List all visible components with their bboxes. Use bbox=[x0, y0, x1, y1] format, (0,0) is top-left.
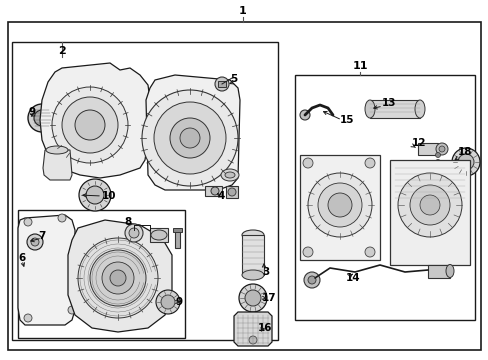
Bar bbox=[389, 160, 469, 265]
Circle shape bbox=[86, 186, 104, 204]
Bar bbox=[294, 75, 474, 320]
Circle shape bbox=[364, 247, 374, 257]
Circle shape bbox=[125, 224, 142, 242]
Bar bbox=[150, 228, 168, 242]
Bar bbox=[175, 230, 180, 248]
Circle shape bbox=[239, 284, 266, 312]
Circle shape bbox=[28, 104, 56, 132]
Bar bbox=[417, 143, 437, 155]
Circle shape bbox=[102, 262, 134, 294]
Polygon shape bbox=[234, 312, 271, 346]
Text: 13: 13 bbox=[381, 98, 396, 108]
Text: 10: 10 bbox=[102, 191, 116, 201]
Text: 12: 12 bbox=[411, 138, 426, 148]
Text: 14: 14 bbox=[346, 273, 360, 283]
Ellipse shape bbox=[445, 265, 453, 278]
Ellipse shape bbox=[46, 146, 68, 154]
Text: 1: 1 bbox=[239, 6, 246, 16]
Circle shape bbox=[129, 228, 139, 238]
Bar bbox=[369, 100, 419, 118]
Circle shape bbox=[227, 188, 236, 196]
Text: 16: 16 bbox=[258, 323, 272, 333]
Circle shape bbox=[364, 158, 374, 168]
Bar bbox=[12, 42, 278, 340]
Circle shape bbox=[457, 154, 473, 170]
Circle shape bbox=[90, 250, 146, 306]
Circle shape bbox=[210, 187, 219, 195]
Circle shape bbox=[142, 90, 238, 186]
Circle shape bbox=[24, 218, 32, 226]
Circle shape bbox=[27, 234, 43, 250]
Circle shape bbox=[435, 143, 447, 155]
Text: 3: 3 bbox=[262, 267, 269, 277]
Circle shape bbox=[180, 128, 200, 148]
Bar bbox=[18, 210, 184, 338]
Circle shape bbox=[299, 110, 309, 120]
Circle shape bbox=[248, 336, 257, 344]
Bar bbox=[242, 235, 264, 275]
Circle shape bbox=[110, 270, 126, 286]
Circle shape bbox=[161, 295, 175, 309]
Text: 4: 4 bbox=[218, 191, 225, 201]
Circle shape bbox=[244, 290, 261, 306]
Circle shape bbox=[435, 159, 440, 165]
Circle shape bbox=[419, 195, 439, 215]
Text: 9: 9 bbox=[28, 107, 36, 117]
Circle shape bbox=[58, 214, 66, 222]
Ellipse shape bbox=[414, 100, 424, 118]
Polygon shape bbox=[43, 150, 72, 180]
Bar bbox=[299, 155, 379, 260]
Circle shape bbox=[303, 158, 312, 168]
Text: 11: 11 bbox=[351, 61, 367, 71]
Ellipse shape bbox=[224, 172, 235, 178]
Text: 2: 2 bbox=[58, 46, 66, 56]
Text: 17: 17 bbox=[262, 293, 276, 303]
Circle shape bbox=[79, 179, 111, 211]
Bar bbox=[204, 186, 222, 196]
Text: 5: 5 bbox=[230, 74, 237, 84]
Ellipse shape bbox=[242, 230, 264, 240]
Polygon shape bbox=[40, 63, 150, 178]
Bar bbox=[427, 265, 449, 278]
Circle shape bbox=[397, 173, 461, 237]
Circle shape bbox=[327, 193, 351, 217]
Circle shape bbox=[34, 110, 50, 126]
Circle shape bbox=[75, 110, 105, 140]
Ellipse shape bbox=[242, 270, 264, 280]
Text: 8: 8 bbox=[124, 217, 131, 227]
Ellipse shape bbox=[364, 100, 374, 118]
Circle shape bbox=[78, 238, 158, 318]
Circle shape bbox=[215, 77, 228, 91]
Circle shape bbox=[68, 306, 76, 314]
Bar bbox=[225, 186, 238, 198]
Circle shape bbox=[154, 102, 225, 174]
Text: 15: 15 bbox=[339, 115, 354, 125]
Ellipse shape bbox=[221, 169, 239, 181]
Text: 7: 7 bbox=[38, 231, 45, 241]
Polygon shape bbox=[68, 220, 172, 332]
Circle shape bbox=[31, 238, 39, 246]
Circle shape bbox=[451, 148, 479, 176]
Text: 9: 9 bbox=[175, 297, 182, 307]
Circle shape bbox=[304, 272, 319, 288]
Polygon shape bbox=[146, 75, 240, 190]
Circle shape bbox=[435, 153, 440, 158]
Circle shape bbox=[52, 87, 128, 163]
Text: 18: 18 bbox=[457, 147, 471, 157]
Circle shape bbox=[307, 173, 371, 237]
Circle shape bbox=[438, 146, 444, 152]
Circle shape bbox=[409, 185, 449, 225]
Circle shape bbox=[24, 314, 32, 322]
Circle shape bbox=[62, 97, 118, 153]
Circle shape bbox=[303, 247, 312, 257]
Text: 6: 6 bbox=[18, 253, 25, 263]
Bar bbox=[173, 228, 182, 232]
Polygon shape bbox=[18, 215, 75, 325]
Bar bbox=[218, 81, 225, 87]
Circle shape bbox=[317, 183, 361, 227]
Circle shape bbox=[307, 276, 315, 284]
Ellipse shape bbox=[151, 230, 167, 240]
Circle shape bbox=[156, 290, 180, 314]
Circle shape bbox=[170, 118, 209, 158]
